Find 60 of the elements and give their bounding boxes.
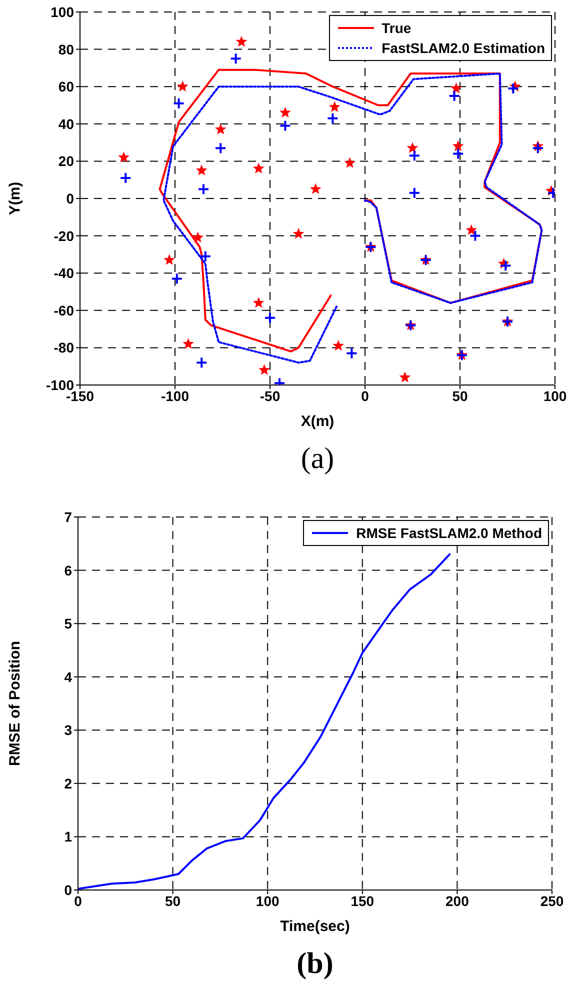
x-axis-title: Time(sec) [280,918,350,935]
y-axis-title: Y(m) [6,182,24,216]
y-tick-label: 6 [64,562,72,578]
y-tick-label: 0 [66,190,74,206]
point [406,142,418,153]
x-tick-label: 150 [350,892,374,909]
y-tick-label: 0 [64,882,72,898]
x-tick-label: 100 [543,388,567,404]
y-tick-label: 2 [64,775,72,792]
point [236,36,248,47]
point [214,123,226,134]
x-axis-title: X(m) [300,413,334,430]
point [118,151,130,162]
x-tick-label: 250 [540,892,564,909]
x-tick-label: 50 [165,892,181,909]
y-tick-label: 7 [64,508,72,525]
x-tick-label: 100 [256,892,280,909]
y-axis-title: RMSE of Position [6,641,24,766]
y-tick-label: -80 [54,340,74,356]
y-tick-label: 4 [64,668,72,685]
y-tick-label: 1 [64,828,72,845]
line-series [78,553,451,890]
y-tick-label: 80 [58,41,74,58]
point [399,372,411,382]
point [192,232,204,243]
point [328,101,340,112]
point [258,364,270,375]
y-tick-label: 20 [58,153,74,170]
y-tick-label: 100 [50,4,74,20]
point [182,338,194,349]
text: (a) [300,442,336,476]
x-tick-label: 0 [361,388,370,404]
x-tick-label: -50 [260,388,280,404]
point [164,254,176,265]
x-tick-label: 50 [452,388,468,404]
x-tick-label: 200 [446,892,470,909]
y-tick-label: -20 [54,228,74,244]
y-tick-label: -40 [54,265,74,282]
y-tick-label: 3 [64,722,72,738]
point [279,106,291,118]
point [452,140,464,152]
point [332,340,344,351]
point [466,224,478,236]
point [252,162,264,174]
text: (b) [296,947,334,981]
point [176,80,188,92]
point [196,164,208,176]
point [344,157,356,168]
point [292,228,304,239]
y-tick-label: 5 [64,616,72,632]
point [252,296,264,308]
y-tick-label: -60 [54,302,74,318]
y-tick-label: 40 [58,116,74,132]
point [450,82,462,94]
x-tick-label: -100 [160,388,190,404]
legend-label: FastSLAM2.0 Estimation [382,39,545,58]
point [310,183,322,194]
legend-label: True [382,19,412,38]
legend-label: RMSE FastSLAM2.0 Method [356,524,542,543]
y-tick-label: 60 [58,78,74,95]
